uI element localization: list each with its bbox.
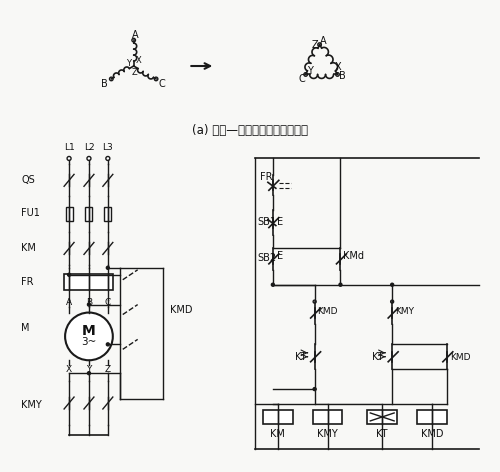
Circle shape: [390, 300, 394, 303]
Text: L1: L1: [64, 143, 74, 152]
Text: X: X: [335, 62, 342, 73]
Text: A: A: [66, 298, 72, 307]
Text: A: A: [320, 36, 327, 46]
Circle shape: [390, 283, 394, 286]
Bar: [104, 207, 112, 221]
Text: Y: Y: [86, 365, 92, 374]
Text: FU1: FU1: [22, 208, 40, 218]
Circle shape: [88, 371, 90, 375]
Circle shape: [154, 77, 158, 81]
Bar: [312, 410, 342, 424]
Text: KM: KM: [22, 243, 36, 253]
Text: KMY: KMY: [22, 400, 42, 410]
Text: KMD: KMD: [318, 307, 338, 316]
Text: B: B: [86, 298, 92, 307]
Text: Z: Z: [105, 365, 111, 374]
Text: Z: Z: [312, 40, 318, 50]
Text: C: C: [298, 75, 305, 84]
Circle shape: [336, 73, 340, 76]
Circle shape: [272, 283, 274, 286]
Bar: [417, 410, 447, 424]
Text: KT: KT: [294, 352, 306, 362]
Text: C: C: [104, 298, 111, 307]
Text: KT: KT: [376, 429, 388, 439]
Circle shape: [68, 273, 70, 276]
Text: SB2: SB2: [257, 253, 276, 263]
Text: A: A: [132, 30, 139, 40]
Text: FR: FR: [22, 277, 34, 287]
Text: KMD: KMD: [170, 304, 193, 314]
Text: KMY: KMY: [395, 307, 414, 316]
Circle shape: [313, 300, 316, 303]
Bar: [86, 207, 92, 221]
Text: KMd: KMd: [344, 251, 364, 261]
Circle shape: [65, 312, 113, 360]
Circle shape: [110, 77, 113, 81]
Text: L2: L2: [84, 143, 94, 152]
Text: KM: KM: [270, 429, 285, 439]
Bar: [263, 410, 292, 424]
Text: FR: FR: [260, 172, 272, 182]
Circle shape: [106, 266, 110, 270]
Circle shape: [132, 38, 136, 42]
Circle shape: [67, 157, 71, 160]
Bar: [64, 274, 113, 290]
Text: Z: Z: [132, 68, 138, 77]
Circle shape: [87, 157, 91, 160]
Text: B: B: [339, 71, 346, 82]
Text: KMD: KMD: [420, 429, 443, 439]
Bar: [368, 410, 397, 424]
Text: KMD: KMD: [450, 353, 470, 362]
Text: Y: Y: [306, 67, 312, 76]
Circle shape: [339, 283, 342, 286]
Circle shape: [313, 388, 316, 391]
Text: QS: QS: [22, 175, 35, 185]
Circle shape: [88, 303, 90, 306]
Text: SB1: SB1: [257, 217, 276, 227]
Circle shape: [106, 157, 110, 160]
Bar: [66, 207, 72, 221]
Text: Y: Y: [126, 59, 131, 67]
Text: KT: KT: [372, 352, 384, 362]
Text: E: E: [277, 251, 283, 261]
Text: E: E: [277, 217, 283, 227]
Text: (a) 星形—三角形转换绕组连接图: (a) 星形—三角形转换绕组连接图: [192, 124, 308, 137]
Circle shape: [318, 43, 322, 46]
Text: B: B: [101, 79, 107, 89]
Text: L3: L3: [102, 143, 113, 152]
Text: X: X: [66, 365, 72, 374]
Text: X: X: [136, 56, 141, 65]
Text: C: C: [158, 79, 166, 89]
Circle shape: [304, 73, 308, 76]
Text: KMY: KMY: [317, 429, 338, 439]
Circle shape: [106, 343, 110, 346]
Text: 3~: 3~: [82, 337, 96, 347]
Text: M: M: [22, 323, 30, 333]
Text: M: M: [82, 324, 96, 338]
